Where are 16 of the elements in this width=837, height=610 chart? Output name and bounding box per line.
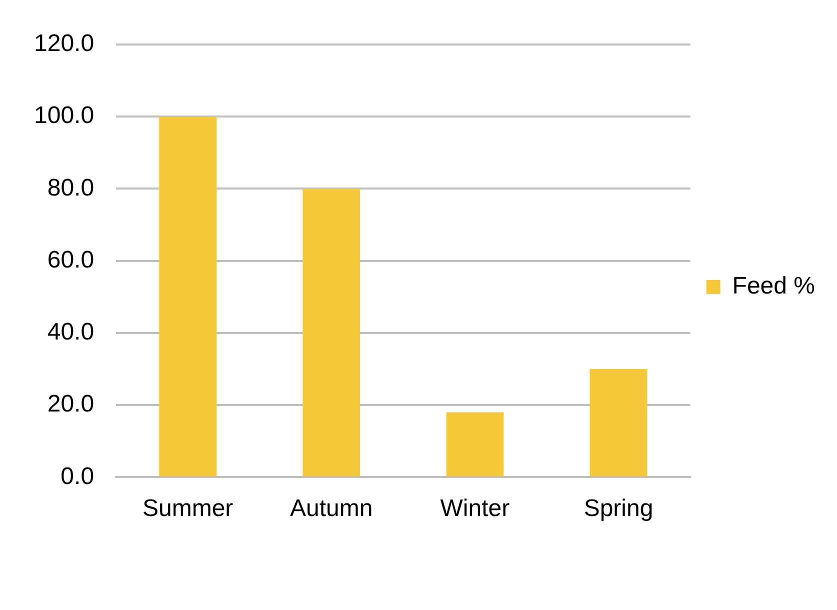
- legend-label: Feed %: [732, 272, 816, 300]
- bar: [590, 369, 648, 476]
- y-tick-label: 120.0: [34, 30, 94, 58]
- x-tick-label: Spring: [584, 495, 654, 522]
- bar: [159, 116, 217, 476]
- y-tick-label: 0.0: [60, 462, 94, 490]
- y-tick-label: 40.0: [47, 318, 94, 346]
- x-tick-label: Summer: [142, 495, 234, 522]
- x-tick-label: Autumn: [290, 495, 373, 522]
- y-tick-label: 100.0: [34, 102, 94, 130]
- bar: [302, 188, 360, 476]
- x-tick-label: Winter: [440, 495, 510, 522]
- y-tick-label: 60.0: [47, 246, 94, 274]
- bar: [446, 412, 504, 476]
- y-tick-label: 80.0: [47, 174, 94, 202]
- y-tick-label: 20.0: [47, 390, 94, 418]
